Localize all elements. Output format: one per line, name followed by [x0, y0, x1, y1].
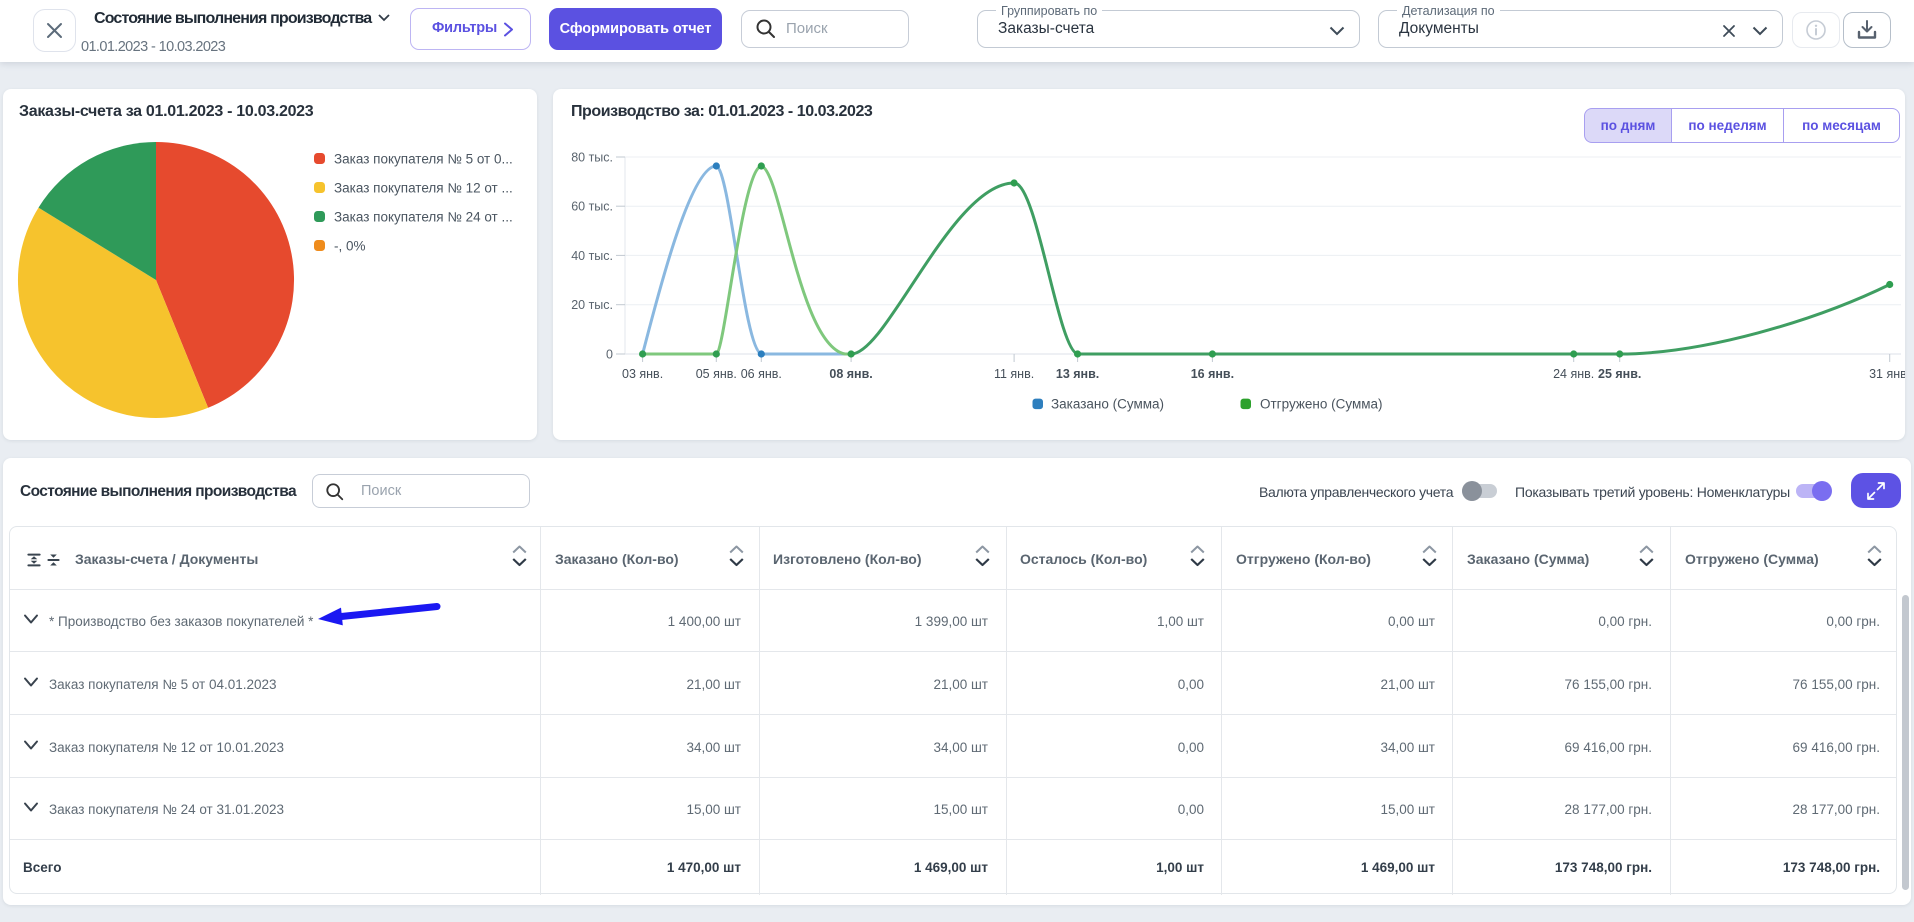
- svg-text:08 янв.: 08 янв.: [829, 367, 872, 381]
- svg-text:06 янв.: 06 янв.: [741, 367, 782, 381]
- svg-text:Заказано (Сумма): Заказано (Сумма): [1051, 397, 1164, 412]
- svg-text:03 янв.: 03 янв.: [622, 367, 663, 381]
- svg-text:40 тыс.: 40 тыс.: [571, 249, 613, 263]
- svg-text:80 тыс.: 80 тыс.: [571, 151, 613, 165]
- svg-text:0: 0: [606, 348, 613, 362]
- svg-text:Заказ покупателя № 24 от ...: Заказ покупателя № 24 от ...: [334, 210, 513, 225]
- svg-text:25 янв.: 25 янв.: [1598, 367, 1641, 381]
- svg-text:Отгружено (Сумма): Отгружено (Сумма): [1260, 397, 1383, 412]
- svg-text:13 янв.: 13 янв.: [1056, 367, 1099, 381]
- svg-text:24 янв.: 24 янв.: [1553, 367, 1594, 381]
- svg-text:16 янв.: 16 янв.: [1191, 367, 1234, 381]
- svg-text:05 янв.: 05 янв.: [696, 367, 737, 381]
- svg-text:11 янв.: 11 янв.: [994, 367, 1034, 381]
- svg-text:60 тыс.: 60 тыс.: [571, 200, 613, 214]
- svg-text:Заказ покупателя № 12 от ...: Заказ покупателя № 12 от ...: [334, 181, 513, 196]
- svg-text:-, 0%: -, 0%: [334, 239, 366, 254]
- svg-text:31 янв.: 31 янв.: [1869, 367, 1905, 381]
- svg-text:20 тыс.: 20 тыс.: [571, 298, 613, 312]
- svg-text:Заказ покупателя № 5 от 0...: Заказ покупателя № 5 от 0...: [334, 152, 513, 167]
